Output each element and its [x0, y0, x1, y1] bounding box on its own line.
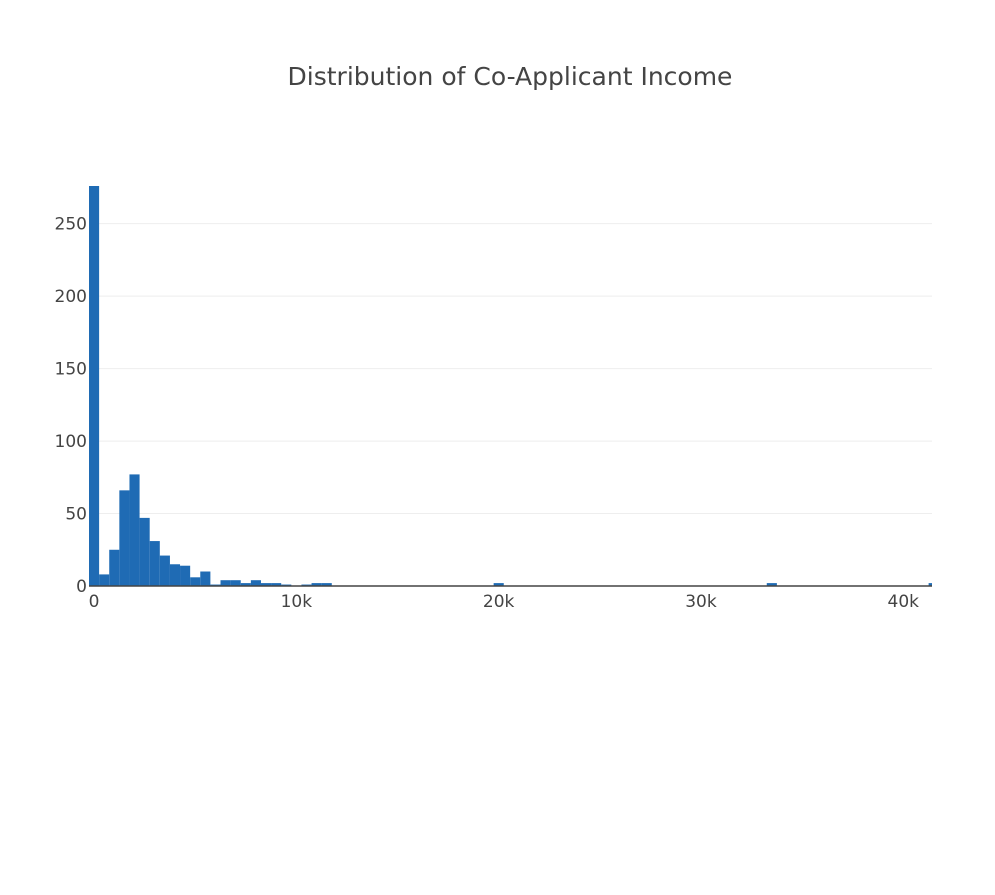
y-tick-label: 250: [55, 215, 87, 235]
histogram-bar: [260, 583, 272, 586]
histogram-bar: [200, 571, 211, 586]
x-tick-label: 0: [89, 592, 100, 612]
x-tick-label: 40k: [888, 592, 920, 612]
histogram-bar: [109, 549, 120, 586]
y-tick-label: 200: [55, 287, 87, 307]
y-axis-ticks: 0 50 100 150 200 250: [55, 215, 87, 597]
histogram-bar: [169, 564, 181, 586]
histogram-bar: [180, 565, 191, 586]
histogram-bar: [129, 474, 140, 586]
histogram-bar: [321, 583, 332, 586]
histogram-bar: [311, 583, 322, 586]
histogram-bars: [89, 186, 932, 586]
x-tick-label: 10k: [281, 592, 313, 612]
histogram-bar: [250, 580, 261, 586]
histogram-bar: [149, 541, 160, 586]
histogram-bar: [190, 577, 201, 586]
histogram-bar: [766, 583, 777, 586]
x-tick-label: 30k: [685, 592, 717, 612]
x-tick-label: 20k: [483, 592, 515, 612]
histogram-bar: [928, 583, 932, 586]
histogram-bar: [99, 574, 110, 586]
histogram-bar: [89, 186, 100, 586]
histogram-bar: [271, 583, 282, 586]
x-axis-ticks: 0 10k 20k 30k 40k: [89, 592, 920, 612]
histogram-bar: [159, 555, 170, 586]
y-tick-label: 150: [55, 360, 87, 380]
histogram-bar: [139, 517, 150, 586]
histogram-bar: [220, 580, 231, 586]
histogram-bar: [493, 583, 504, 586]
y-tick-label: 50: [65, 505, 87, 525]
y-tick-label: 100: [55, 432, 87, 452]
histogram-bar: [230, 580, 241, 586]
histogram-bar: [240, 583, 251, 586]
y-tick-label: 0: [76, 577, 87, 597]
histogram-bar: [119, 490, 130, 586]
grid-lines: [89, 223, 932, 515]
chart-title: Distribution of Co-Applicant Income: [288, 62, 733, 91]
